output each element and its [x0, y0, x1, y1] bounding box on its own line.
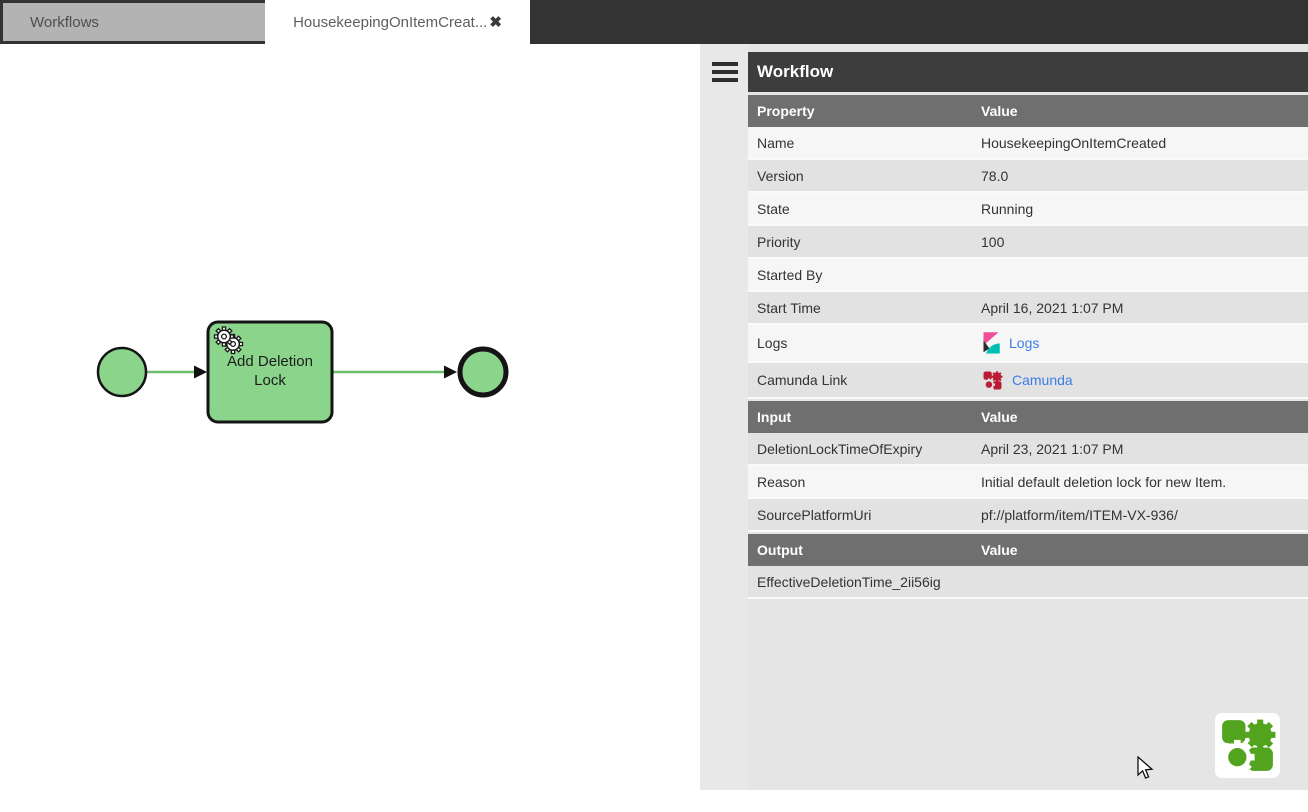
panel-menu-strip [700, 44, 748, 790]
tab-housekeeping-on-item-created[interactable]: HousekeepingOnItemCreat... ✖ [265, 0, 530, 44]
property-label: State [757, 200, 790, 217]
output-header-property: Output [757, 542, 803, 558]
logs-link[interactable]: Logs [1009, 335, 1040, 351]
camunda-icon [981, 369, 1004, 392]
properties-header-row: Property Value [748, 95, 1308, 127]
bpmn-canvas[interactable]: Add Deletion Lock [0, 44, 700, 812]
table-row-reason: Reason Initial default deletion lock for… [748, 466, 1308, 499]
property-label: Logs [757, 335, 788, 351]
start-event[interactable] [96, 346, 148, 398]
sequence-flow-1 [147, 365, 207, 379]
table-row-version: Version 78.0 [748, 160, 1308, 193]
tab-close-icon[interactable]: ✖ [489, 14, 502, 31]
input-label: DeletionLockTimeOfExpiry [757, 440, 923, 457]
task-label-line2: Lock [254, 372, 286, 389]
property-value: 78.0 [981, 167, 1009, 184]
property-value: HousekeepingOnItemCreated [981, 134, 1167, 151]
input-header-row: Input Value [748, 401, 1308, 433]
table-row-camunda-link: Camunda Link [748, 363, 1308, 399]
input-header-property: Input [757, 409, 792, 425]
property-value: April 16, 2021 1:07 PM [981, 299, 1124, 316]
table-row-state: State Running [748, 193, 1308, 226]
camunda-logo [1215, 713, 1280, 783]
panel-title: Workflow [748, 52, 1308, 92]
table-row-deletion-lock-time: DeletionLockTimeOfExpiry April 23, 2021 … [748, 433, 1308, 466]
input-label: SourcePlatformUri [757, 506, 872, 523]
table-row-logs: Logs Logs [748, 325, 1308, 363]
tab-housekeeping-label: HousekeepingOnItemCreat... [293, 13, 488, 31]
gears-icon [213, 326, 244, 355]
property-value: 100 [981, 233, 1005, 250]
property-label: Name [757, 134, 795, 151]
property-label: Start Time [757, 299, 821, 316]
properties-header-property: Property [757, 103, 815, 119]
output-header-row: Output Value [748, 534, 1308, 566]
tab-workflows[interactable]: Workflows [3, 3, 265, 41]
tab-workflows-label: Workflows [30, 13, 99, 31]
kibana-icon [981, 331, 1001, 355]
property-value: Running [981, 200, 1034, 217]
input-value: pf://platform/item/ITEM-VX-936/ [981, 506, 1178, 523]
workflow-properties-table: Workflow Property Value Name Housekeepin… [748, 52, 1308, 599]
property-label: Priority [757, 233, 801, 250]
table-row-source-platform-uri: SourcePlatformUri pf://platform/item/ITE… [748, 499, 1308, 532]
service-task-add-deletion-lock[interactable]: Add Deletion Lock [206, 320, 334, 424]
sequence-flow-2 [332, 365, 457, 379]
end-event[interactable] [457, 346, 509, 398]
tab-bar: Workflows HousekeepingOnItemCreat... ✖ [0, 0, 1308, 44]
output-header-value: Value [981, 542, 1018, 558]
properties-header-value: Value [981, 103, 1018, 119]
table-row-start-time: Start Time April 16, 2021 1:07 PM [748, 292, 1308, 325]
camunda-link[interactable]: Camunda [1012, 372, 1073, 388]
input-value: Initial default deletion lock for new It… [981, 473, 1227, 490]
input-label: Reason [757, 473, 806, 490]
output-label: EffectiveDeletionTime_2ii56ig [757, 573, 941, 590]
input-value: April 23, 2021 1:07 PM [981, 440, 1124, 457]
input-header-value: Value [981, 409, 1018, 425]
task-label-line1: Add Deletion [227, 353, 313, 370]
property-label: Camunda Link [757, 372, 848, 388]
workflow-details-panel: Workflow Property Value Name Housekeepin… [700, 44, 1308, 790]
table-row-priority: Priority 100 [748, 226, 1308, 259]
property-label: Started By [757, 266, 823, 283]
table-row-name: Name HousekeepingOnItemCreated [748, 127, 1308, 160]
table-row-effective-deletion-time: EffectiveDeletionTime_2ii56ig [748, 566, 1308, 599]
table-row-started-by: Started By [748, 259, 1308, 292]
hamburger-menu-icon[interactable] [712, 62, 738, 86]
property-label: Version [757, 167, 804, 184]
